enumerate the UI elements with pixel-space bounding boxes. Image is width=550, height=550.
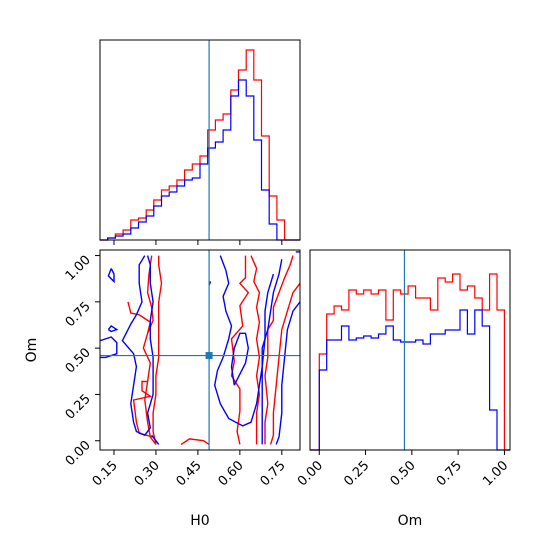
om-histogram-xticks: 0.00 0.25 0.50 0.75 1.00: [295, 450, 511, 489]
joint-contour-yticks: 0.00 0.25 0.50 0.75 1.00: [63, 253, 100, 469]
om-histogram-plot-area: [310, 250, 510, 450]
h0-histogram-plot-area: [100, 40, 300, 240]
joint-contour-series-0-line-4: [230, 255, 250, 445]
joint-contour-xtick-label-4: 0.75: [258, 458, 289, 489]
joint-contour-series-1-line-2: [100, 336, 118, 359]
joint-contour-panel: 0.15 0.30 0.45 0.60 0.75 0.00 0.25 0.50 0.75 1.0…: [24, 249, 301, 529]
joint-contour-series-1-line-7: [230, 332, 250, 386]
joint-contour-series-1-line-0: [107, 268, 115, 284]
joint-contour-xtick-label-3: 0.60: [216, 458, 247, 489]
joint-contour-series-1-line-6: [213, 255, 283, 427]
om-histogram-xtick-label-4: 1.00: [480, 458, 511, 489]
om-histogram-series-layer: [310, 273, 510, 451]
joint-contour-marker: [205, 352, 213, 360]
joint-contour-series-0-line-5: [250, 255, 261, 445]
om-histogram-xtick-label-2: 0.50: [388, 458, 419, 489]
joint-contour-xtick-label-0: 0.15: [90, 458, 121, 489]
joint-contour-series-1-line-4: [151, 434, 160, 445]
joint-contour-xlabel: H0: [190, 513, 209, 529]
om-histogram-xlabel: Om: [398, 513, 423, 529]
joint-contour-xticks: 0.15 0.30 0.45 0.60 0.75: [90, 450, 289, 489]
h0-histogram-series-1: [100, 79, 300, 241]
h0-histogram-panel: [99, 39, 301, 245]
om-histogram-xtick-label-1: 0.25: [341, 458, 372, 489]
joint-contour-ytick-label-1: 0.25: [63, 392, 94, 423]
om-histogram-series-1: [310, 309, 510, 451]
joint-contour-ytick-label-2: 0.50: [63, 345, 94, 376]
joint-contour-series-1-line-8: [261, 273, 275, 445]
om-histogram-xtick-label-0: 0.00: [295, 458, 326, 489]
joint-contour-series-0-line-7: [269, 282, 300, 445]
h0-histogram-series-layer: [100, 49, 300, 241]
om-histogram-xtick-label-3: 0.75: [434, 458, 465, 489]
joint-contour-series-0-line-3: [180, 438, 210, 445]
joint-contour-ytick-label-0: 0.00: [63, 438, 94, 469]
joint-contour-frame: [99, 249, 301, 451]
om-histogram-frame: [309, 249, 511, 451]
joint-contour-series-1-line-1: [121, 255, 154, 437]
joint-contour-ylabel: Om: [24, 338, 40, 363]
joint-contour-series-0-line-1: [132, 380, 154, 438]
h0-histogram-xticks: [113, 240, 283, 245]
joint-contour-ytick-label-3: 0.75: [63, 299, 94, 330]
joint-contour-series-0-line-0: [142, 255, 163, 445]
joint-contour-series-1-line-3: [107, 324, 119, 333]
om-histogram-series-0: [310, 273, 510, 451]
joint-contour-xtick-label-1: 0.30: [132, 458, 163, 489]
joint-contour-series-layer: [100, 251, 300, 445]
joint-contour-series-1-line-9: [275, 301, 300, 445]
joint-contour-ytick-label-4: 1.00: [63, 253, 94, 284]
om-histogram-panel: 0.00 0.25 0.50 0.75 1.00 Om: [295, 249, 511, 529]
h0-histogram-frame: [99, 39, 301, 241]
joint-contour-xtick-label-2: 0.45: [174, 458, 205, 489]
